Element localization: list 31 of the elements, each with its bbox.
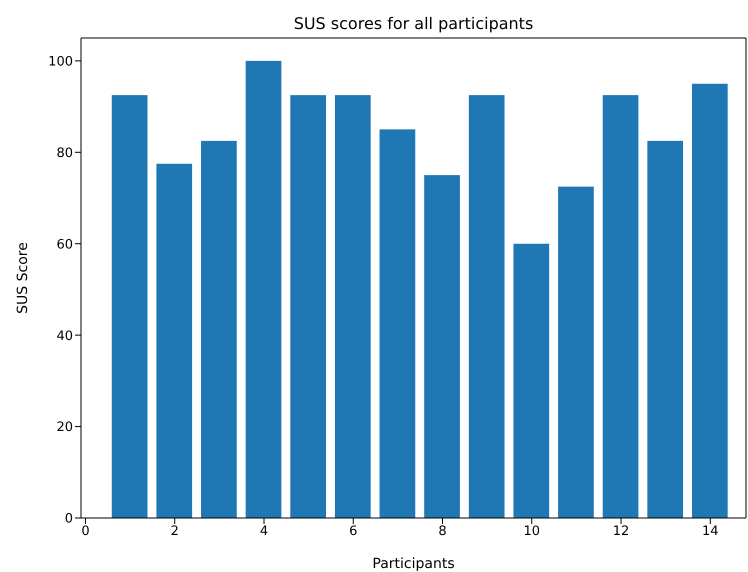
bar xyxy=(156,164,192,518)
x-tick-label: 6 xyxy=(349,524,358,540)
y-tick-label: 40 xyxy=(56,328,73,344)
x-tick-label: 10 xyxy=(524,524,540,540)
x-tick-label: 12 xyxy=(612,524,630,540)
chart-title: SUS scores for all participants xyxy=(292,14,534,33)
bar xyxy=(380,129,416,518)
bar xyxy=(513,244,550,518)
bar xyxy=(334,95,371,518)
x-tick-label: 14 xyxy=(702,524,719,540)
bar xyxy=(246,60,282,518)
x-tick-label: 4 xyxy=(260,524,268,540)
bar xyxy=(647,140,684,518)
bar xyxy=(201,140,237,518)
x-axis-title: Participants xyxy=(372,556,455,572)
bar xyxy=(602,95,638,518)
bar xyxy=(558,186,594,518)
x-tick-label: 0 xyxy=(81,524,90,540)
x-tick-label: 8 xyxy=(438,524,447,540)
y-tick-label: 20 xyxy=(56,420,73,436)
y-tick-label: 80 xyxy=(56,146,73,161)
bar xyxy=(468,95,505,518)
bar xyxy=(290,95,326,518)
bar xyxy=(424,175,460,518)
bar xyxy=(112,95,148,518)
y-tick-label: 60 xyxy=(56,237,73,252)
y-tick-label: 0 xyxy=(64,512,73,527)
y-tick-label: 100 xyxy=(48,54,73,70)
y-axis-title: SUS Score xyxy=(14,242,31,314)
x-tick-label: 2 xyxy=(170,524,179,540)
bar xyxy=(692,84,728,518)
